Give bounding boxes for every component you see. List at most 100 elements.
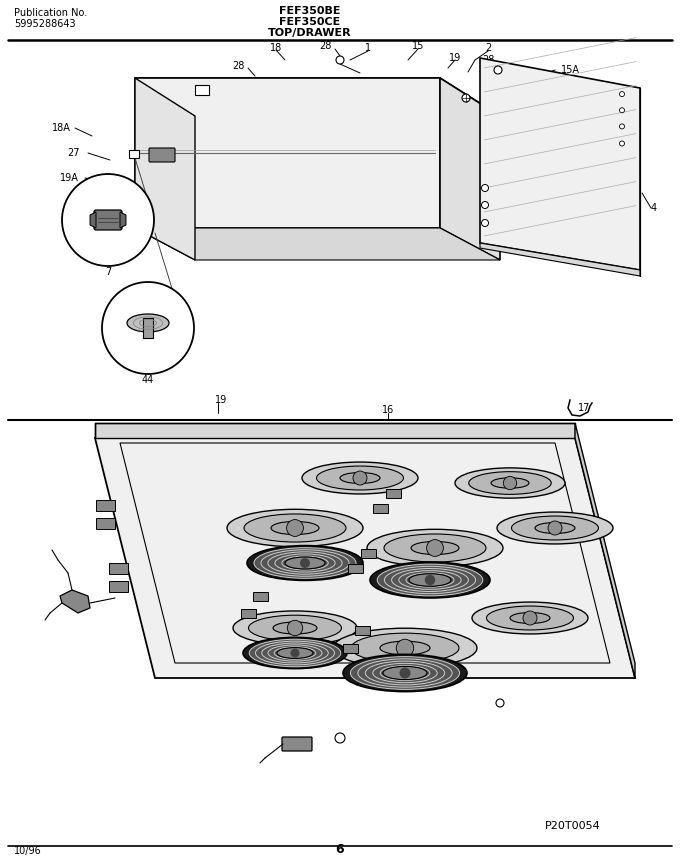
Circle shape [481,185,488,192]
Text: 4: 4 [651,203,657,213]
Polygon shape [135,228,500,260]
FancyBboxPatch shape [386,489,401,497]
Circle shape [353,471,367,485]
Ellipse shape [268,645,322,661]
FancyBboxPatch shape [109,581,128,591]
Text: 28: 28 [319,41,331,51]
FancyBboxPatch shape [129,150,139,158]
Text: 28: 28 [232,61,244,71]
Text: 44: 44 [142,375,154,385]
Ellipse shape [277,648,313,659]
Ellipse shape [535,523,575,534]
Text: 19A: 19A [60,173,79,183]
Text: P20T0054: P20T0054 [545,821,600,831]
Ellipse shape [247,546,363,581]
Circle shape [336,56,344,64]
Circle shape [619,124,624,129]
Ellipse shape [273,622,317,634]
Text: 6: 6 [336,843,344,856]
Ellipse shape [392,569,469,591]
Circle shape [400,667,411,679]
Text: 27: 27 [432,183,444,193]
Ellipse shape [377,564,483,595]
Ellipse shape [380,666,430,681]
Ellipse shape [370,562,490,598]
Text: 15: 15 [284,153,296,163]
Polygon shape [90,212,96,228]
Ellipse shape [302,462,418,494]
Ellipse shape [398,570,461,589]
Text: 15A: 15A [178,95,197,105]
Ellipse shape [333,628,477,667]
Ellipse shape [384,534,486,562]
Polygon shape [95,423,575,438]
Ellipse shape [350,656,460,689]
FancyBboxPatch shape [354,626,369,635]
Ellipse shape [358,659,452,687]
Polygon shape [575,423,635,678]
Ellipse shape [411,542,459,555]
Text: Publication No.: Publication No. [14,8,87,18]
FancyBboxPatch shape [360,549,375,557]
Text: 10/96: 10/96 [14,846,41,856]
Ellipse shape [282,556,328,570]
Ellipse shape [343,654,467,692]
Text: 19A: 19A [545,165,564,175]
Ellipse shape [497,512,613,544]
Ellipse shape [455,468,565,498]
Text: 7: 7 [105,267,111,277]
Ellipse shape [261,549,349,576]
Text: 17: 17 [578,403,590,413]
Ellipse shape [469,471,551,495]
Circle shape [300,558,310,568]
Circle shape [425,575,435,585]
Ellipse shape [271,522,319,535]
Polygon shape [120,212,126,228]
Ellipse shape [316,466,403,490]
Circle shape [619,141,624,146]
Circle shape [523,611,537,625]
Circle shape [287,621,303,635]
Polygon shape [440,78,500,260]
Circle shape [396,639,413,657]
Ellipse shape [244,514,346,542]
Text: 18: 18 [270,43,282,53]
FancyBboxPatch shape [241,608,256,617]
Circle shape [426,540,443,556]
Ellipse shape [409,574,451,586]
Ellipse shape [510,613,550,623]
Polygon shape [135,78,195,260]
Circle shape [619,108,624,113]
Ellipse shape [243,637,347,668]
Ellipse shape [254,548,356,578]
Polygon shape [135,78,500,116]
Text: 5995288643: 5995288643 [14,19,75,29]
Ellipse shape [472,602,588,634]
Circle shape [481,201,488,208]
Ellipse shape [384,566,475,594]
Polygon shape [480,58,640,270]
Ellipse shape [250,639,341,667]
Circle shape [481,220,488,227]
FancyBboxPatch shape [143,318,153,338]
FancyBboxPatch shape [109,562,128,574]
Ellipse shape [406,573,454,587]
Text: 27: 27 [345,143,358,153]
Text: FEF350BE: FEF350BE [279,6,341,16]
Ellipse shape [511,516,598,540]
Ellipse shape [227,510,363,547]
Polygon shape [480,243,640,276]
Ellipse shape [262,643,328,663]
FancyBboxPatch shape [343,643,358,653]
Text: TOP/DRAWER: TOP/DRAWER [268,28,352,38]
Text: 19: 19 [215,395,227,405]
Text: 16: 16 [382,405,394,415]
Text: 28: 28 [482,55,494,65]
Ellipse shape [380,641,430,654]
Text: 1: 1 [365,43,371,53]
Ellipse shape [491,477,529,488]
Text: 27: 27 [219,80,231,90]
Circle shape [335,733,345,743]
FancyBboxPatch shape [347,563,362,573]
Circle shape [496,699,504,707]
